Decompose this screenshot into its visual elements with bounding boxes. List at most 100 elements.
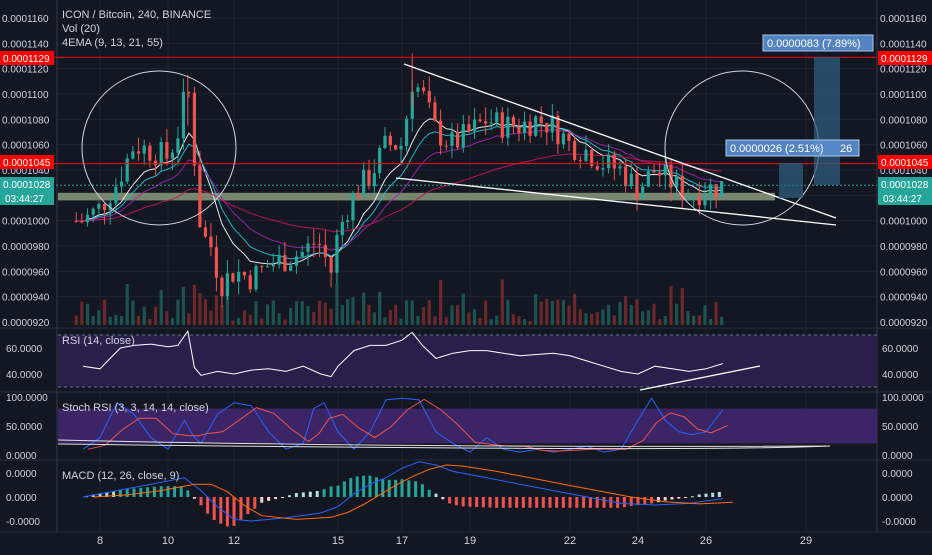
candle-body (624, 166, 628, 187)
volume-bar (534, 294, 538, 325)
time-tick: 17 (396, 535, 408, 547)
macd-histogram-bar (629, 497, 633, 506)
macd-histogram-bar (394, 479, 398, 497)
candle-body (399, 145, 403, 150)
macd-histogram-bar (448, 497, 452, 504)
volume-bar (231, 320, 235, 325)
price-tick-right: 0.0000960 (880, 267, 928, 278)
stoch-k-line (82, 397, 724, 453)
candle-body (312, 243, 316, 245)
macd-histogram-bar (535, 497, 539, 508)
volume-bar (641, 311, 645, 325)
volume-bar (265, 304, 270, 325)
volume-bar (346, 299, 350, 325)
volume-bar (506, 299, 510, 325)
candle-body (478, 119, 482, 122)
volume-bar (646, 310, 650, 325)
rsi-tick-right: 60.0000 (882, 344, 919, 355)
volume-bar (367, 304, 371, 325)
candle-body (545, 122, 549, 133)
volume-bar (708, 318, 713, 325)
macd-histogram-bar (253, 497, 257, 509)
measure-short[interactable]: 0.0000026 (2.51%) 26 (725, 139, 860, 198)
macd-histogram-bar (582, 497, 586, 508)
svg-text:0.0001045: 0.0001045 (3, 158, 51, 169)
macd-histogram-bar (139, 487, 143, 497)
rsi-band (58, 335, 877, 387)
volume-bar (312, 311, 316, 325)
candle-body (539, 116, 543, 123)
volume-bar (248, 314, 252, 325)
candle-body (444, 145, 448, 147)
support-zone-layer (58, 192, 775, 201)
candle-body (584, 149, 588, 161)
volume-bar (618, 301, 622, 325)
candle-body (372, 173, 376, 187)
price-tick-left: 0.0001140 (2, 39, 49, 50)
candle-body (125, 158, 129, 182)
volume-bar (399, 318, 403, 325)
volume-bar (472, 309, 477, 325)
price-tick-right: 0.0001140 (880, 39, 927, 50)
candle-body (467, 124, 471, 132)
macd-histogram-bar (588, 497, 592, 508)
time-tick: 10 (162, 535, 174, 547)
volume-bar (165, 311, 169, 325)
volume-bar (517, 316, 521, 325)
volume-bar (528, 320, 532, 325)
measure-tall[interactable]: 0.0000083 (7.89%) (762, 34, 874, 185)
volume-bar (91, 315, 95, 325)
volume-bar (108, 316, 112, 325)
macd-histogram-bar (475, 497, 479, 507)
candle-body (450, 132, 454, 146)
volume-bar (511, 314, 516, 325)
volume-bar (433, 316, 437, 325)
candle-body (119, 181, 124, 187)
candle-body (91, 208, 95, 215)
candle-body (97, 204, 101, 209)
candle-body (317, 243, 322, 246)
macd-histogram-bar (717, 491, 721, 497)
macd-histogram-bar (690, 496, 694, 498)
macd-tick-right: -0.0000 (882, 517, 916, 528)
macd-histogram-bar (711, 492, 715, 497)
candle-body (416, 87, 420, 92)
macd-histogram-bar (246, 497, 250, 515)
macd-histogram-bar (199, 497, 203, 506)
candle-body (484, 121, 488, 124)
candle-body (703, 196, 707, 206)
macd-label: MACD (12, 26, close, 9) (62, 470, 179, 482)
volume-bar (467, 312, 471, 325)
volume-bar (629, 304, 633, 325)
macd-histogram-bar (434, 493, 438, 497)
time-tick: 8 (97, 535, 103, 547)
macd-histogram-bar (441, 497, 445, 500)
candle-body (405, 118, 409, 146)
candle-body (692, 196, 696, 199)
candle-body (556, 115, 560, 145)
macd-histogram-bar (362, 475, 366, 497)
price-tick-left: 0.0001000 (2, 217, 50, 228)
stoch-rsi-label: Stoch RSI (3, 3, 14, 14, close) (62, 402, 209, 414)
volume-bar (601, 309, 605, 325)
candle-body (635, 173, 639, 199)
rsi-trendline (639, 365, 761, 391)
volume-bar (478, 317, 482, 325)
price-tick-left: 0.0000940 (2, 293, 50, 304)
macd-histogram-bar (105, 492, 109, 497)
candle-body (511, 116, 516, 127)
price-tick-right: 0.0001120 (880, 65, 927, 76)
candle-body (294, 256, 299, 266)
price-tick-right: 0.0001100 (880, 90, 927, 101)
countdown-left: 03:44:27 (5, 194, 44, 205)
macd-histogram-bar (173, 486, 177, 497)
macd-histogram-bar (501, 497, 505, 508)
macd-histogram-bar (622, 497, 626, 508)
candle-body (85, 214, 90, 223)
candle-body (708, 184, 713, 197)
macd-histogram-bar (260, 497, 264, 503)
macd-tick-left: 0.0000 (6, 469, 37, 480)
macd-histogram-bar (636, 497, 640, 506)
macd-histogram-bar (387, 479, 391, 497)
